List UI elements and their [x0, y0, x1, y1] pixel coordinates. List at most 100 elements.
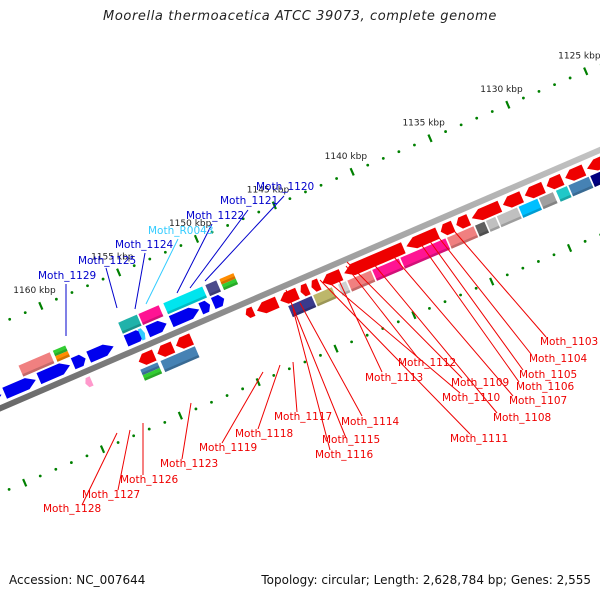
- reverse-gene-arrow: [587, 156, 600, 171]
- gene-leader-line: [292, 308, 331, 451]
- gene-label[interactable]: Moth_1111: [450, 433, 508, 445]
- minor-tick: [475, 116, 479, 120]
- major-tick: [333, 344, 339, 353]
- kbp-label: 1145 kbp: [247, 185, 290, 195]
- gene-label[interactable]: Moth_1104: [529, 353, 588, 365]
- gene-label[interactable]: Moth_1109: [451, 377, 509, 389]
- major-tick: [583, 67, 589, 76]
- minor-tick: [521, 266, 525, 270]
- cog-gene-block-shade: [220, 276, 236, 285]
- reverse-gene-arrow: [311, 278, 322, 292]
- reverse-gene-arrow: [524, 181, 546, 199]
- gene-leader-line: [334, 271, 383, 373]
- cog-gene-block-shade: [223, 281, 239, 291]
- cog-gene-block: [163, 286, 207, 315]
- minor-tick: [583, 239, 587, 243]
- gene-label[interactable]: Moth_1128: [43, 503, 101, 515]
- forward-gene-arrow: [70, 354, 86, 370]
- cog-gene-block: [221, 278, 239, 291]
- gene-label[interactable]: Moth_1106: [516, 381, 575, 393]
- gene-label[interactable]: Moth_1110: [442, 392, 500, 404]
- gene-label[interactable]: Moth_R0043: [148, 225, 214, 237]
- minor-tick: [86, 284, 89, 288]
- gene-leader-line: [117, 429, 131, 491]
- cog-gene-block-shade: [522, 207, 542, 218]
- gene-leader-line: [371, 261, 498, 414]
- forward-gene-arrow: [168, 307, 200, 328]
- gene-label[interactable]: Moth_1115: [322, 434, 380, 446]
- minor-tick: [226, 224, 230, 227]
- gene-leader-line: [257, 364, 281, 430]
- minor-tick: [38, 474, 42, 478]
- minor-tick: [163, 250, 167, 254]
- minor-tick: [505, 273, 509, 277]
- gene-leader-line: [417, 239, 520, 383]
- minor-tick: [568, 76, 572, 80]
- minor-tick: [304, 190, 307, 194]
- cog-gene-block-shade: [22, 360, 55, 377]
- minor-tick: [116, 441, 120, 444]
- cog-gene-block: [138, 305, 164, 325]
- reverse-gene-arrow: [138, 349, 157, 365]
- minor-tick: [413, 143, 416, 147]
- gene-label[interactable]: Moth_1108: [493, 412, 551, 424]
- reverse-gene-arrow: [322, 269, 344, 286]
- minor-tick: [163, 420, 167, 424]
- gene-label[interactable]: Moth_1103: [540, 336, 598, 348]
- cog-gene-block: [140, 362, 160, 376]
- gene-label[interactable]: Moth_1123: [160, 458, 218, 470]
- cog-gene-block: [518, 198, 542, 218]
- gene-label[interactable]: Moth_1105: [519, 369, 577, 381]
- gene-label[interactable]: Moth_1129: [38, 270, 96, 282]
- gene-label[interactable]: Moth_1120: [256, 181, 314, 193]
- gene-label[interactable]: Moth_1118: [235, 428, 293, 440]
- cog-gene-block-shade: [164, 355, 200, 373]
- minor-tick: [194, 407, 198, 411]
- gene-label[interactable]: Moth_1116: [315, 449, 374, 461]
- kbp-label: 1130 kbp: [480, 85, 523, 95]
- gene-label[interactable]: Moth_1122: [186, 210, 244, 222]
- minor-tick: [241, 387, 245, 391]
- cog-gene-block-shade: [542, 200, 558, 210]
- major-tick: [271, 201, 277, 210]
- gene-label[interactable]: Moth_1114: [341, 416, 400, 428]
- minor-tick: [132, 434, 136, 438]
- forward-gene-arrow: [0, 394, 2, 397]
- gene-leader-line: [181, 402, 192, 460]
- accession-text: Accession: NC_007644: [9, 573, 146, 587]
- gene-leader-line: [428, 239, 524, 371]
- gene-label[interactable]: Moth_1126: [120, 474, 179, 486]
- gene-label[interactable]: Moth_1124: [115, 239, 174, 251]
- gene-leader-line: [387, 249, 514, 397]
- minor-tick: [288, 197, 292, 201]
- gene-label[interactable]: Moth_1112: [398, 357, 456, 369]
- cog-gene-block: [313, 287, 337, 307]
- gene-label[interactable]: Moth_1107: [509, 395, 567, 407]
- reverse-gene-arrow: [280, 287, 300, 304]
- minor-tick: [23, 311, 27, 315]
- major-tick: [349, 167, 355, 176]
- major-tick: [193, 234, 200, 243]
- cog-gene-block: [496, 207, 522, 228]
- minor-tick: [210, 230, 214, 234]
- gene-label[interactable]: Moth_1121: [220, 195, 278, 207]
- reverse-gene-arrow: [546, 173, 565, 190]
- minor-tick: [147, 427, 151, 431]
- major-tick: [427, 134, 433, 143]
- gene-label[interactable]: Moth_1119: [199, 442, 257, 454]
- cog-gene-block: [400, 238, 451, 269]
- gene-label[interactable]: Moth_1125: [78, 255, 136, 267]
- gene-label[interactable]: Moth_1117: [274, 411, 332, 423]
- gene-leader-line: [145, 238, 179, 305]
- cog-gene-block-shade: [351, 279, 376, 292]
- gene-label[interactable]: Moth_1127: [82, 489, 140, 501]
- gene-leader-line: [346, 261, 463, 379]
- reverse-gene-arrow: [456, 214, 472, 229]
- cog-gene-block-shade: [316, 296, 337, 307]
- gene-label[interactable]: Moth_1113: [365, 372, 423, 384]
- cog-gene-block-shade: [121, 323, 142, 334]
- cog-gene-block: [447, 226, 479, 249]
- gene-leader-line: [435, 233, 532, 355]
- cog-gene-block: [18, 352, 55, 377]
